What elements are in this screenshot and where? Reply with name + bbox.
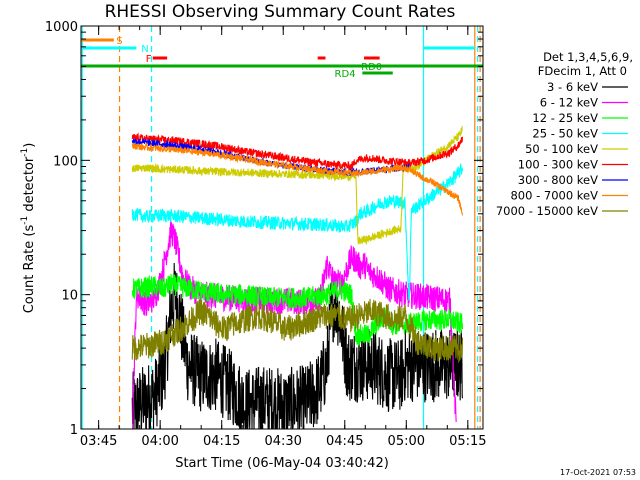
y-tick-label-0: 1 <box>70 423 78 438</box>
x-tick-label-0: 03:45 <box>80 434 117 449</box>
series-line-8 <box>131 298 464 362</box>
x-tick-label-6: 05:15 <box>449 434 486 449</box>
flag-label-rd0: RD0 <box>361 62 382 73</box>
series-layer <box>131 125 464 429</box>
x-tick-label-4: 04:45 <box>326 434 363 449</box>
x-tick-label-5: 05:00 <box>388 434 425 449</box>
flag-label-n: N <box>141 44 148 55</box>
flag-label-rd4: RD4 <box>335 69 356 80</box>
flag-bars: S NF RD0 RD4 <box>81 36 483 80</box>
y-axis: 1 10 100 1000 <box>45 20 483 438</box>
legend-label-1: 6 - 12 keV <box>540 96 598 110</box>
legend-label-0: 3 - 6 keV <box>547 80 598 94</box>
legend-header-line-1: Det 1,3,4,5,6,9, <box>543 50 633 64</box>
legend-label-6: 300 - 800 keV <box>518 173 598 187</box>
series-line-3 <box>131 163 464 301</box>
plot-frame <box>80 25 484 430</box>
series-line-0 <box>131 262 464 429</box>
flag-label-f: F <box>146 54 152 65</box>
timestamp: 17-Oct-2021 07:53 <box>560 468 636 477</box>
x-tick-label-1: 04:00 <box>141 434 178 449</box>
x-tick-label-3: 04:30 <box>264 434 301 449</box>
legend-label-7: 800 - 7000 keV <box>510 189 598 203</box>
x-tick-label-2: 04:15 <box>203 434 240 449</box>
x-axis: 03:45 04:00 04:15 04:30 04:45 05:00 05:15 <box>80 26 487 449</box>
y-tick-label-2: 100 <box>53 154 78 169</box>
flag-label-s: S <box>116 36 122 47</box>
legend-label-4: 50 - 100 keV <box>525 142 598 156</box>
y-tick-label-1: 10 <box>61 289 78 304</box>
chart-title: RHESSI Observing Summary Count Rates <box>105 2 456 22</box>
legend-label-3: 25 - 50 keV <box>532 127 598 141</box>
legend-header-line-2: FDecim 1, Att 0 <box>538 64 627 78</box>
legend: Det 1,3,4,5,6,9, FDecim 1, Att 0 3 - 6 k… <box>496 50 633 218</box>
legend-label-2: 12 - 25 keV <box>532 111 598 125</box>
x-axis-label: Start Time (06-May-04 03:40:42) <box>175 456 389 471</box>
y-tick-label-3: 1000 <box>45 20 78 35</box>
legend-label-8: 7000 - 15000 keV <box>496 204 598 218</box>
y-axis-label: Count Rate (s-1 detector-1) <box>20 143 37 314</box>
series-line-5 <box>131 132 464 171</box>
series-line-7 <box>131 141 464 216</box>
legend-label-5: 100 - 300 keV <box>518 158 598 172</box>
